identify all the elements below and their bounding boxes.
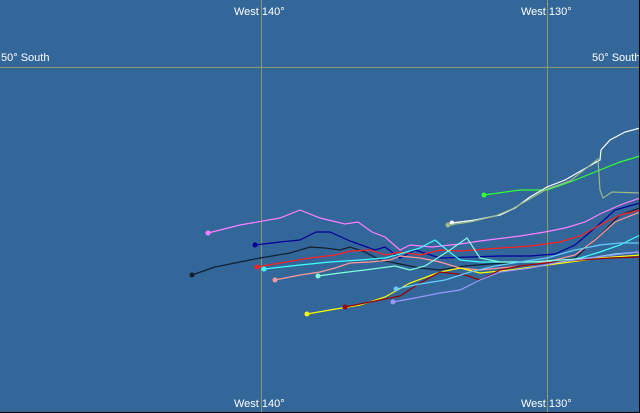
longitude-label-west-140-bottom: West 140° bbox=[234, 398, 285, 410]
track-start-marker bbox=[390, 299, 396, 305]
track-start-marker bbox=[252, 242, 258, 248]
latitude-label-50-south-right: 50° South bbox=[592, 52, 640, 64]
track-start-marker bbox=[272, 277, 278, 283]
storm-track-line bbox=[256, 209, 640, 268]
longitude-label-west-130-bottom: West 130° bbox=[521, 398, 572, 410]
storm-track-line bbox=[395, 242, 640, 290]
storm-track-line bbox=[306, 254, 640, 315]
longitude-label-west-140-top: West 140° bbox=[234, 6, 285, 18]
track-start-marker bbox=[315, 273, 321, 279]
storm-track-line bbox=[344, 256, 640, 308]
track-start-marker bbox=[304, 311, 310, 317]
track-start-marker bbox=[393, 286, 399, 292]
track-start-marker bbox=[445, 222, 451, 228]
track-start-marker bbox=[342, 304, 348, 310]
storm-track-line bbox=[447, 157, 640, 226]
storm-track-line bbox=[191, 207, 640, 276]
storm-track-line bbox=[483, 155, 640, 196]
storm-track-line bbox=[207, 197, 640, 251]
track-start-marker bbox=[254, 264, 260, 270]
longitude-label-west-130-top: West 130° bbox=[521, 6, 572, 18]
track-start-marker bbox=[261, 266, 267, 272]
latitude-label-50-south-left: 50° South bbox=[1, 52, 50, 64]
storm-track-line bbox=[392, 251, 640, 303]
storm-track-line bbox=[317, 237, 640, 277]
track-start-marker bbox=[481, 192, 487, 198]
storm-track-line bbox=[263, 234, 640, 270]
storm-tracks bbox=[189, 127, 640, 317]
storm-track-line bbox=[274, 211, 640, 281]
track-start-marker bbox=[205, 230, 211, 236]
track-start-marker bbox=[189, 272, 195, 278]
